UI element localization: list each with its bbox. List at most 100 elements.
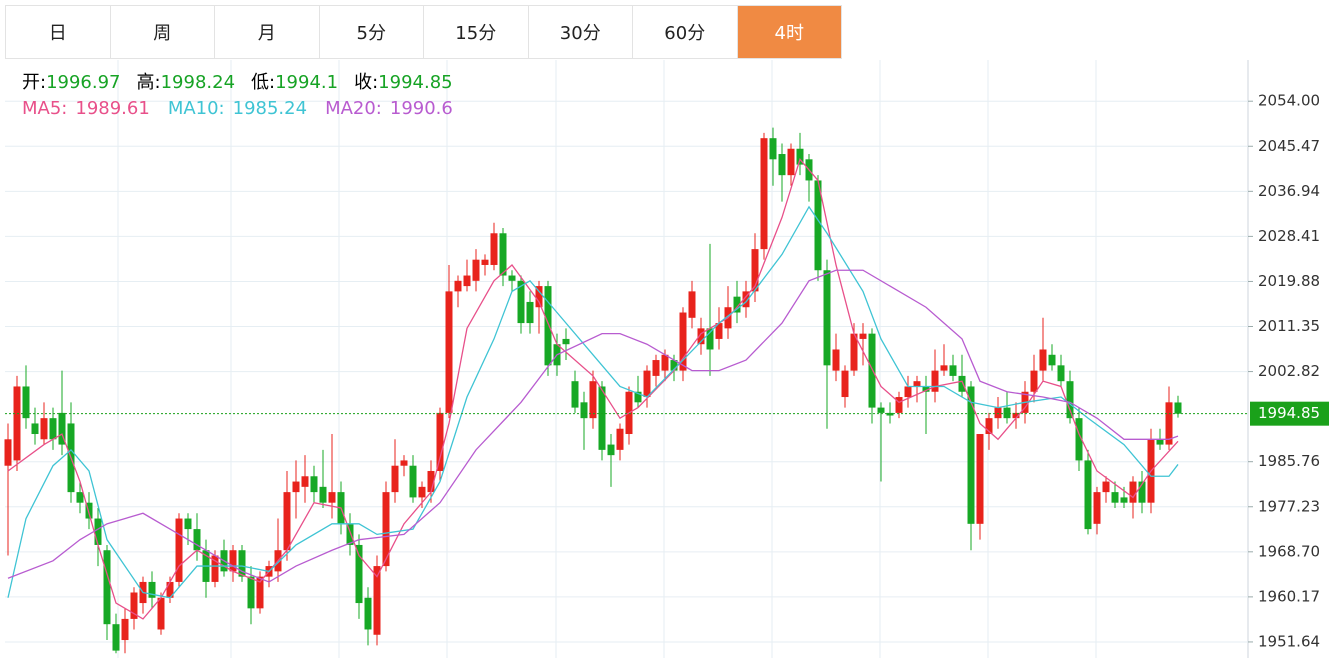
period-tab[interactable]: 周 bbox=[111, 6, 215, 58]
candle-body bbox=[589, 381, 597, 419]
candle-body bbox=[1138, 481, 1146, 503]
candle-body bbox=[1066, 381, 1074, 419]
candle-body bbox=[1075, 418, 1083, 461]
candle-body bbox=[814, 180, 822, 271]
candle-body bbox=[931, 370, 939, 392]
y-tick-label: 2002.82 bbox=[1258, 362, 1320, 380]
ma-line bbox=[7, 157, 1179, 620]
candle-body bbox=[319, 486, 327, 503]
candle-body bbox=[652, 360, 660, 376]
y-tick-label: 2011.35 bbox=[1258, 317, 1320, 335]
info-panel: 开:1996.97 高:1998.24 低:1994.1 收:1994.85 MA5:… bbox=[22, 70, 471, 122]
candle-body bbox=[94, 518, 102, 545]
y-tick-label: 1985.76 bbox=[1258, 452, 1320, 470]
ohlc-line: 开:1996.97 高:1998.24 低:1994.1 收:1994.85 bbox=[22, 70, 471, 96]
candle-body bbox=[760, 138, 768, 250]
last-price-label: 1994.85 bbox=[1258, 404, 1320, 422]
candle-body bbox=[688, 291, 696, 318]
candle-body bbox=[346, 523, 354, 545]
ohlc-label: 收: bbox=[354, 72, 379, 93]
y-tick-label: 2036.94 bbox=[1258, 182, 1320, 200]
candle-body bbox=[1030, 370, 1038, 392]
candle-body bbox=[697, 328, 705, 345]
candle-body bbox=[715, 323, 723, 339]
candle-body bbox=[121, 618, 129, 641]
candle-body bbox=[643, 370, 651, 398]
ma-legend: MA5: 1989.61 MA10: 1985.24 MA20: 1990.6 bbox=[22, 96, 471, 122]
candle-body bbox=[463, 275, 471, 287]
candle-body bbox=[850, 333, 858, 371]
candle-body bbox=[1084, 460, 1092, 530]
candle-body bbox=[445, 291, 453, 413]
candle-body bbox=[166, 581, 174, 598]
period-tab[interactable]: 60分 bbox=[633, 6, 738, 58]
ohlc-value: 1994.1 bbox=[275, 72, 339, 93]
candle-body bbox=[949, 365, 957, 376]
y-tick-label: 1968.70 bbox=[1258, 542, 1320, 560]
candle-body bbox=[598, 386, 606, 450]
candle-body bbox=[670, 360, 678, 371]
candle-body bbox=[328, 492, 336, 503]
period-tab[interactable]: 日 bbox=[6, 6, 111, 58]
period-tab[interactable]: 30分 bbox=[529, 6, 633, 58]
candle-body bbox=[499, 233, 507, 276]
candle-body bbox=[13, 386, 21, 461]
candle-body bbox=[193, 529, 201, 551]
ma-legend-value: 1989.61 bbox=[75, 98, 150, 119]
candle-body bbox=[490, 233, 498, 265]
candle-body bbox=[382, 492, 390, 567]
candle-body bbox=[508, 275, 516, 281]
candle-body bbox=[400, 460, 408, 466]
ohlc-label: 低: bbox=[251, 72, 276, 93]
candle-body bbox=[616, 428, 624, 450]
candle-body bbox=[841, 370, 849, 398]
period-tab[interactable]: 5分 bbox=[320, 6, 424, 58]
candle-body bbox=[292, 481, 300, 493]
candle-body bbox=[301, 476, 309, 487]
candle-body bbox=[22, 386, 30, 419]
candle-body bbox=[418, 486, 426, 498]
ma-line bbox=[7, 205, 1179, 599]
candle-body bbox=[238, 550, 246, 577]
candle-body bbox=[868, 333, 876, 408]
period-tab[interactable]: 4时 bbox=[737, 6, 842, 58]
candle-body bbox=[1012, 412, 1020, 419]
candle-body bbox=[40, 418, 48, 440]
candle-body bbox=[184, 518, 192, 530]
y-tick-label: 2019.88 bbox=[1258, 272, 1320, 290]
candle-body bbox=[364, 597, 372, 630]
candle-body bbox=[355, 544, 363, 604]
ma-legend-name: MA10: bbox=[167, 98, 225, 119]
candle-body bbox=[391, 465, 399, 493]
candle-body bbox=[148, 581, 156, 598]
candle-body bbox=[229, 550, 237, 572]
candle-body bbox=[454, 280, 462, 292]
candle-body bbox=[85, 502, 93, 519]
candle-body bbox=[859, 333, 867, 339]
candle-body bbox=[1093, 492, 1101, 524]
candle-body bbox=[427, 470, 435, 493]
candle-body bbox=[796, 148, 804, 165]
candle-body bbox=[886, 412, 894, 416]
candle-body bbox=[580, 402, 588, 419]
period-tabs: 日周月 5分 15分 30分 60分 4时 bbox=[5, 5, 842, 59]
y-tick-label: 1960.17 bbox=[1258, 587, 1320, 605]
candle-body bbox=[877, 407, 885, 413]
candle-body bbox=[256, 576, 264, 609]
candle-body bbox=[130, 592, 138, 619]
candle-body bbox=[823, 270, 831, 366]
candle-body bbox=[832, 349, 840, 371]
candle-body bbox=[517, 280, 525, 324]
y-tick-label: 2054.00 bbox=[1258, 92, 1320, 110]
period-tab[interactable]: 15分 bbox=[424, 6, 529, 58]
candle-body bbox=[994, 407, 1002, 419]
candle-body bbox=[922, 386, 930, 392]
candle-body bbox=[1111, 492, 1119, 503]
candle-body bbox=[157, 597, 165, 630]
candle-body bbox=[751, 249, 759, 292]
period-tab[interactable]: 月 bbox=[215, 6, 320, 58]
candle-body bbox=[706, 328, 714, 350]
candle-body bbox=[1057, 365, 1065, 382]
ohlc-value: 1996.97 bbox=[46, 72, 121, 93]
